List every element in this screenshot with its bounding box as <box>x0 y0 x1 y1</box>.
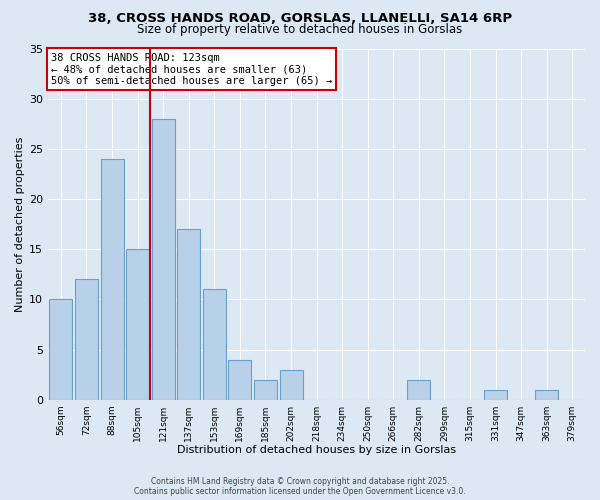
Bar <box>535 390 558 400</box>
Text: 38, CROSS HANDS ROAD, GORSLAS, LLANELLI, SA14 6RP: 38, CROSS HANDS ROAD, GORSLAS, LLANELLI,… <box>88 12 512 26</box>
Bar <box>101 159 124 400</box>
Bar <box>126 250 149 400</box>
Y-axis label: Number of detached properties: Number of detached properties <box>15 136 25 312</box>
Text: Size of property relative to detached houses in Gorslas: Size of property relative to detached ho… <box>137 22 463 36</box>
Bar <box>152 119 175 400</box>
Bar <box>203 290 226 400</box>
Text: 38 CROSS HANDS ROAD: 123sqm
← 48% of detached houses are smaller (63)
50% of sem: 38 CROSS HANDS ROAD: 123sqm ← 48% of det… <box>51 52 332 86</box>
Bar <box>407 380 430 400</box>
Text: Contains HM Land Registry data © Crown copyright and database right 2025.
Contai: Contains HM Land Registry data © Crown c… <box>134 476 466 496</box>
X-axis label: Distribution of detached houses by size in Gorslas: Distribution of detached houses by size … <box>177 445 456 455</box>
Bar <box>177 230 200 400</box>
Bar <box>484 390 507 400</box>
Bar <box>280 370 302 400</box>
Bar <box>49 300 73 400</box>
Bar <box>254 380 277 400</box>
Bar <box>75 280 98 400</box>
Bar <box>229 360 251 400</box>
